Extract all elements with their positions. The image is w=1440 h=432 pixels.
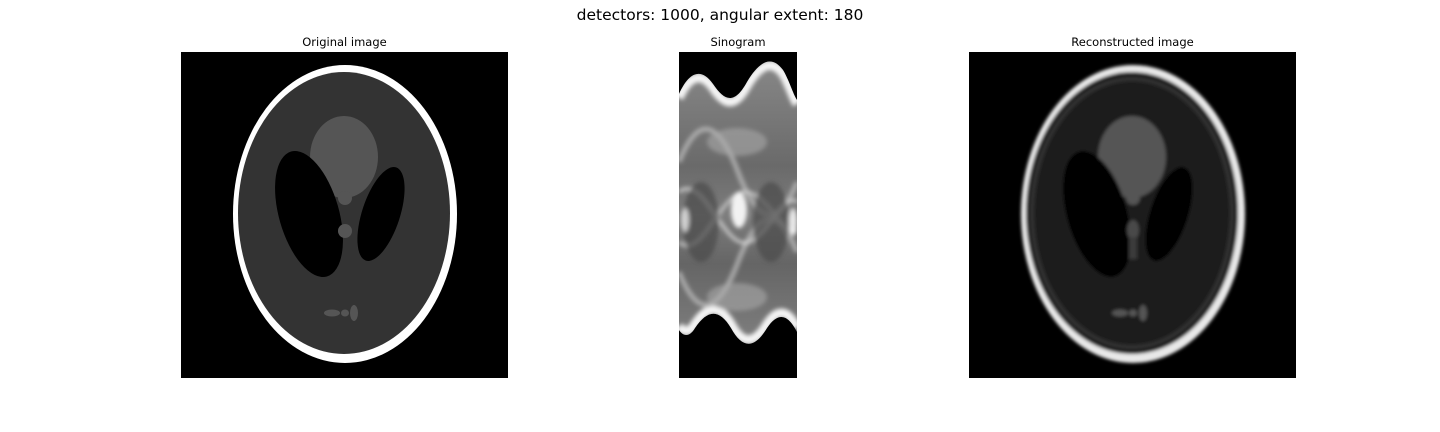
original-image-title: Original image <box>302 35 387 49</box>
reconstructed-image <box>969 52 1296 378</box>
sinogram <box>679 52 797 378</box>
reconstructed-image-title: Reconstructed image <box>1071 35 1194 49</box>
sinogram-title: Sinogram <box>710 35 766 49</box>
figure-title: detectors: 1000, angular extent: 180 <box>576 6 864 24</box>
original-image <box>181 52 508 378</box>
